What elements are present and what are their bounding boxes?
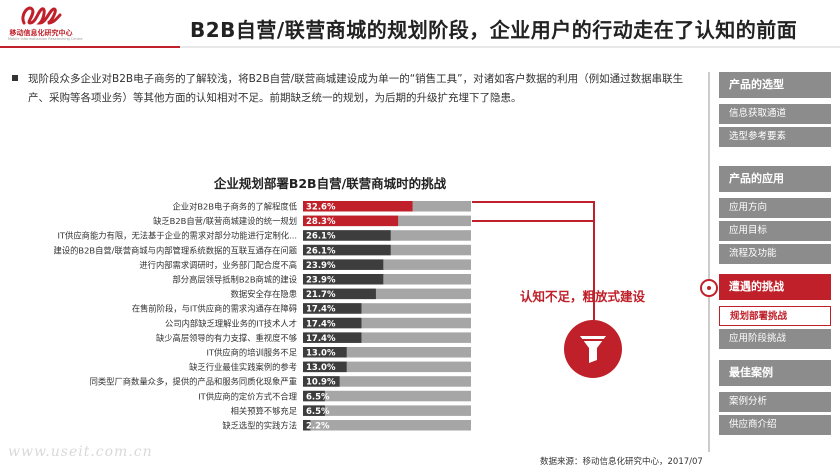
category-label: 缺乏行业最佳实践案例的参考 xyxy=(189,362,297,372)
bar xyxy=(303,288,376,300)
bar xyxy=(303,420,311,431)
category-label: IT供应商的培训服务不足 xyxy=(207,348,298,358)
watermark: www.useit.com.cn xyxy=(8,444,153,460)
value-label: 17.4% xyxy=(306,305,336,315)
bar xyxy=(303,274,384,285)
bar-track xyxy=(303,303,471,314)
bar xyxy=(303,201,413,212)
category-label: 部分高层领导抵制B2B商城的建设 xyxy=(172,275,297,285)
bar xyxy=(303,303,362,314)
value-label: 6.5% xyxy=(306,392,330,402)
intro-text: 现阶段众多企业对B2B电子商务的了解较浅，将B2B自营/联营商城建设成为单一的“… xyxy=(28,73,684,104)
bar-track xyxy=(303,332,471,343)
source-note: 数据来源：移动信息化研究中心，2017/07 xyxy=(540,457,703,467)
sidebar-item[interactable]: 案例分析 xyxy=(719,392,831,412)
sidebar-item[interactable]: 信息获取通道 xyxy=(719,104,831,124)
callout-connector xyxy=(472,201,595,320)
sidebar-category[interactable]: 产品的选型 xyxy=(719,72,831,98)
value-label: 17.4% xyxy=(306,319,336,329)
bar xyxy=(303,347,347,358)
bar xyxy=(303,215,399,227)
bar-track xyxy=(303,288,471,300)
page-title: B2B自营/联营商城的规划阶段，企业用户的行动走在了认知的前面 xyxy=(190,18,798,42)
category-label: IT供应商能力有限，无法基于企业的需求对部分功能进行定制化... xyxy=(58,231,297,241)
sidebar-item[interactable]: 选型参考要素 xyxy=(719,127,831,147)
title-divider xyxy=(0,46,840,48)
bar xyxy=(303,361,347,373)
bar-track xyxy=(303,390,471,402)
category-label: 缺乏B2B自营/联营商城建设的统一规划 xyxy=(153,216,297,226)
sidebar-item[interactable]: 供应商介绍 xyxy=(719,415,831,435)
category-label: IT供应商的定价方式不合理 xyxy=(198,391,297,401)
bar-chart: 企业对B2B电子商务的了解程度低 32.6% 缺乏B2B自营/联营商城建设的统一规划… xyxy=(54,201,471,432)
bar xyxy=(303,244,391,256)
sidebar-nav: 产品的选型信息获取通道 选型参考要素产品的应用应用方向应用目标流程及功能遭遇的挑战… xyxy=(719,72,831,452)
category-label: 缺少高层领导的有力支撑、重视度不够 xyxy=(156,333,298,343)
bar xyxy=(303,405,325,416)
value-label: 6.5% xyxy=(306,407,330,417)
sidebar-category[interactable]: 遭遇的挑战 xyxy=(719,274,831,300)
category-label: 同类型厂商数量众多，提供的产品和服务同质化现象严重 xyxy=(90,377,297,387)
bar-track xyxy=(303,317,471,329)
title-divider-accent xyxy=(0,46,180,48)
category-label: 数据安全存在隐患 xyxy=(231,289,297,299)
value-label: 21.7% xyxy=(306,290,336,300)
category-label: 建设的B2B自营/联营商城与内部管理系统数据的互联互通存在问题 xyxy=(54,245,297,255)
category-label: 相关预算不够充足 xyxy=(231,406,297,416)
logo: 移动信息化研究中心 Mobile Informatization Researc… xyxy=(8,3,83,43)
value-label: 26.1% xyxy=(306,246,336,256)
category-label: 在售前阶段，与IT供应商的需求沟通存在障碍 xyxy=(132,304,297,314)
value-label: 13.0% xyxy=(306,349,336,359)
callout-text: 认知不足，粗放式建设 xyxy=(520,289,646,304)
value-label: 32.6% xyxy=(306,203,336,213)
sidebar-item[interactable]: 流程及功能 xyxy=(719,244,831,264)
logo-text: 移动信息化研究中心 xyxy=(9,29,73,37)
bar xyxy=(303,259,384,270)
bar-track xyxy=(303,259,471,270)
bar-track xyxy=(303,420,471,431)
bar-track xyxy=(303,361,471,373)
bar-track xyxy=(303,405,471,416)
bar-track xyxy=(303,347,471,358)
sidebar-track xyxy=(708,72,710,452)
sidebar-category[interactable]: 最佳案例 xyxy=(719,360,831,386)
funnel-icon xyxy=(580,336,606,363)
bar-track xyxy=(303,376,471,387)
value-label: 17.4% xyxy=(306,334,336,344)
header: 移动信息化研究中心 Mobile Informatization Researc… xyxy=(0,0,840,48)
funnel-badge xyxy=(564,320,622,378)
sidebar-item[interactable]: 应用阶段挑战 xyxy=(719,329,831,349)
sidebar-item[interactable]: 应用方向 xyxy=(719,198,831,218)
bar xyxy=(303,230,391,241)
category-label: 缺乏选型的实践方法 xyxy=(222,421,297,431)
category-label: 公司内部缺乏理解业务的IT技术人才 xyxy=(165,318,297,328)
logo-subtext: Mobile Informatization Researching Centr… xyxy=(8,37,83,41)
bar xyxy=(303,332,362,343)
bar-track xyxy=(303,274,471,285)
value-label: 13.0% xyxy=(306,363,336,373)
chart-title: 企业规划部署B2B自营/联营商城时的挑战 xyxy=(213,176,447,191)
sidebar-pointer-icon xyxy=(700,279,718,297)
value-label: 28.3% xyxy=(306,217,336,227)
category-label: 进行内部需求调研时，业务部门配合度不高 xyxy=(139,260,297,270)
category-label: 企业对B2B电子商务的了解程度低 xyxy=(172,202,297,212)
sidebar-item[interactable]: 应用目标 xyxy=(719,221,831,241)
sidebar-category[interactable]: 产品的应用 xyxy=(719,166,831,192)
value-label: 23.9% xyxy=(306,261,336,271)
sidebar-item[interactable]: 规划部署挑战 xyxy=(719,306,831,326)
bar xyxy=(303,390,325,402)
bar xyxy=(303,376,340,387)
value-label: 26.1% xyxy=(306,232,336,242)
logo-mark-icon xyxy=(21,6,62,25)
bar xyxy=(303,317,362,329)
value-label: 2.2% xyxy=(306,422,330,432)
value-label: 23.9% xyxy=(306,276,336,286)
value-label: 10.9% xyxy=(306,378,336,388)
bullet-icon xyxy=(12,75,18,81)
